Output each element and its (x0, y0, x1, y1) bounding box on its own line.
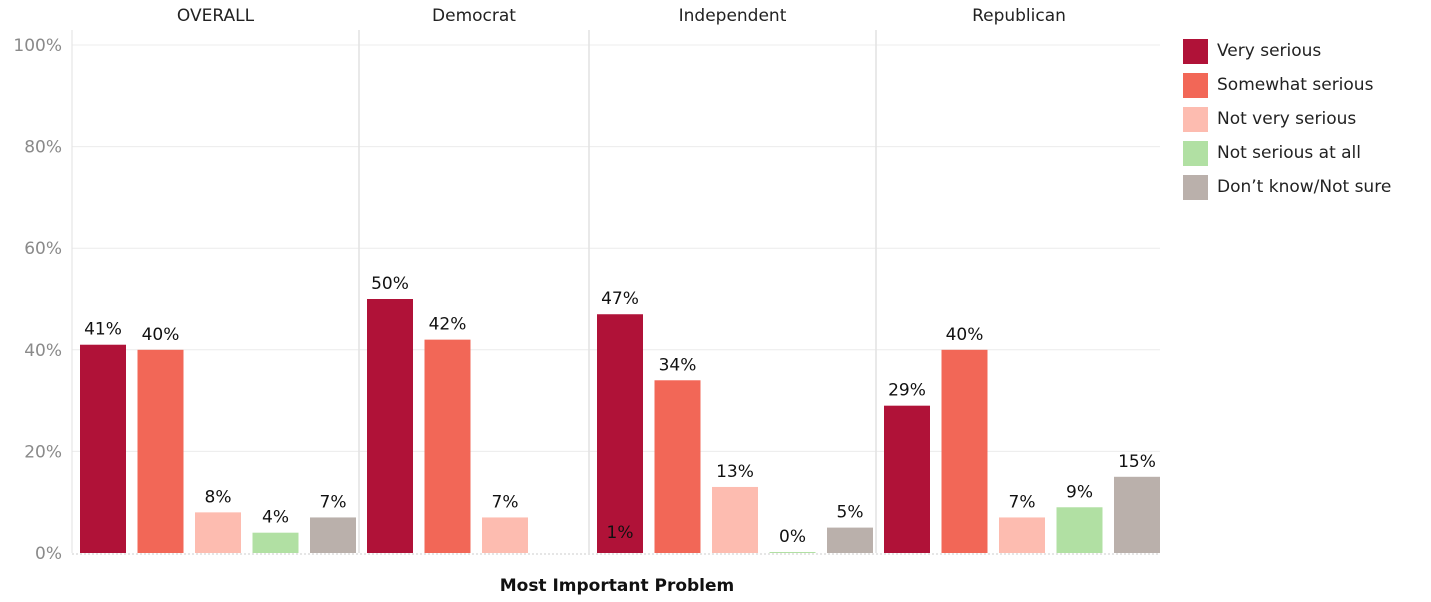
y-axis: 0% 20% 40% 60% 80% 100% (13, 30, 1160, 564)
legend: Very serious Somewhat serious Not very ser… (1183, 34, 1391, 204)
panel-header: Democrat (432, 6, 516, 26)
panel-header: OVERALL (177, 6, 255, 26)
y-tick-label: 20% (24, 442, 62, 462)
legend-label: Not serious at all (1217, 143, 1362, 163)
legend-label: Don’t know/Not sure (1217, 177, 1392, 197)
data-label: 1% (607, 523, 634, 543)
bars (80, 299, 1160, 553)
bar (310, 517, 356, 553)
bar (597, 314, 643, 553)
bar (482, 517, 528, 553)
bar (195, 512, 241, 553)
data-label: 5% (837, 503, 864, 523)
data-label: 42% (429, 315, 467, 335)
data-label: 7% (320, 492, 347, 512)
panel-header: Republican (972, 6, 1066, 26)
legend-swatch (1183, 72, 1208, 98)
legend-swatch (1183, 140, 1208, 166)
bar (884, 405, 930, 553)
data-label: 40% (946, 325, 984, 345)
data-label: 40% (142, 325, 180, 345)
chart-svg: 0% 20% 40% 60% 80% 100% OVERALL Democrat Indepe… (13, 6, 1160, 564)
legend-swatch (1183, 106, 1208, 132)
data-label: 13% (716, 462, 754, 482)
data-labels: 41% 40% 8% 4% 7% 50% 42% 7% 1% 47% 34% 13% 0% 5% 29% 40… (84, 274, 1156, 547)
y-tick-label: 80% (24, 138, 62, 158)
bar (367, 299, 413, 553)
data-label: 9% (1066, 482, 1093, 502)
bar (1056, 507, 1103, 553)
data-label: 15% (1118, 452, 1156, 472)
bar (252, 532, 299, 553)
data-label: 34% (659, 355, 697, 375)
y-tick-label: 60% (24, 239, 62, 259)
bar (941, 349, 988, 553)
bar (80, 344, 126, 553)
legend-item: Very serious (1183, 34, 1391, 68)
legend-swatch (1183, 174, 1208, 200)
legend-item: Don’t know/Not sure (1183, 170, 1391, 204)
legend-label: Somewhat serious (1217, 75, 1374, 95)
data-label: 47% (601, 289, 639, 309)
x-axis-title: Most Important Problem (499, 576, 735, 596)
legend-item: Somewhat serious (1183, 68, 1391, 102)
y-tick-label: 0% (35, 544, 62, 564)
bar (827, 527, 873, 553)
bar (999, 517, 1045, 553)
legend-item: Not very serious (1183, 102, 1391, 136)
bar (137, 349, 184, 553)
legend-label: Very serious (1217, 41, 1322, 61)
panel-header: Independent (679, 6, 787, 26)
bar (1114, 476, 1160, 553)
data-label: 8% (205, 487, 232, 507)
data-label: 50% (371, 274, 409, 294)
data-label: 7% (1009, 492, 1036, 512)
bar (769, 552, 816, 553)
legend-label: Not very serious (1217, 109, 1357, 129)
data-label: 41% (84, 320, 122, 340)
legend-item: Not serious at all (1183, 136, 1391, 170)
data-label: 29% (888, 381, 926, 401)
bar (654, 380, 701, 553)
bar (424, 339, 471, 553)
data-label: 0% (779, 527, 806, 547)
bar (712, 486, 758, 553)
legend-swatch (1183, 38, 1208, 64)
gridlines (72, 30, 1160, 553)
y-tick-label: 100% (13, 36, 62, 56)
panel-headers: OVERALL Democrat Independent Republican (177, 6, 1066, 26)
data-label: 4% (262, 508, 289, 528)
y-tick-label: 40% (24, 341, 62, 361)
data-label: 7% (492, 492, 519, 512)
